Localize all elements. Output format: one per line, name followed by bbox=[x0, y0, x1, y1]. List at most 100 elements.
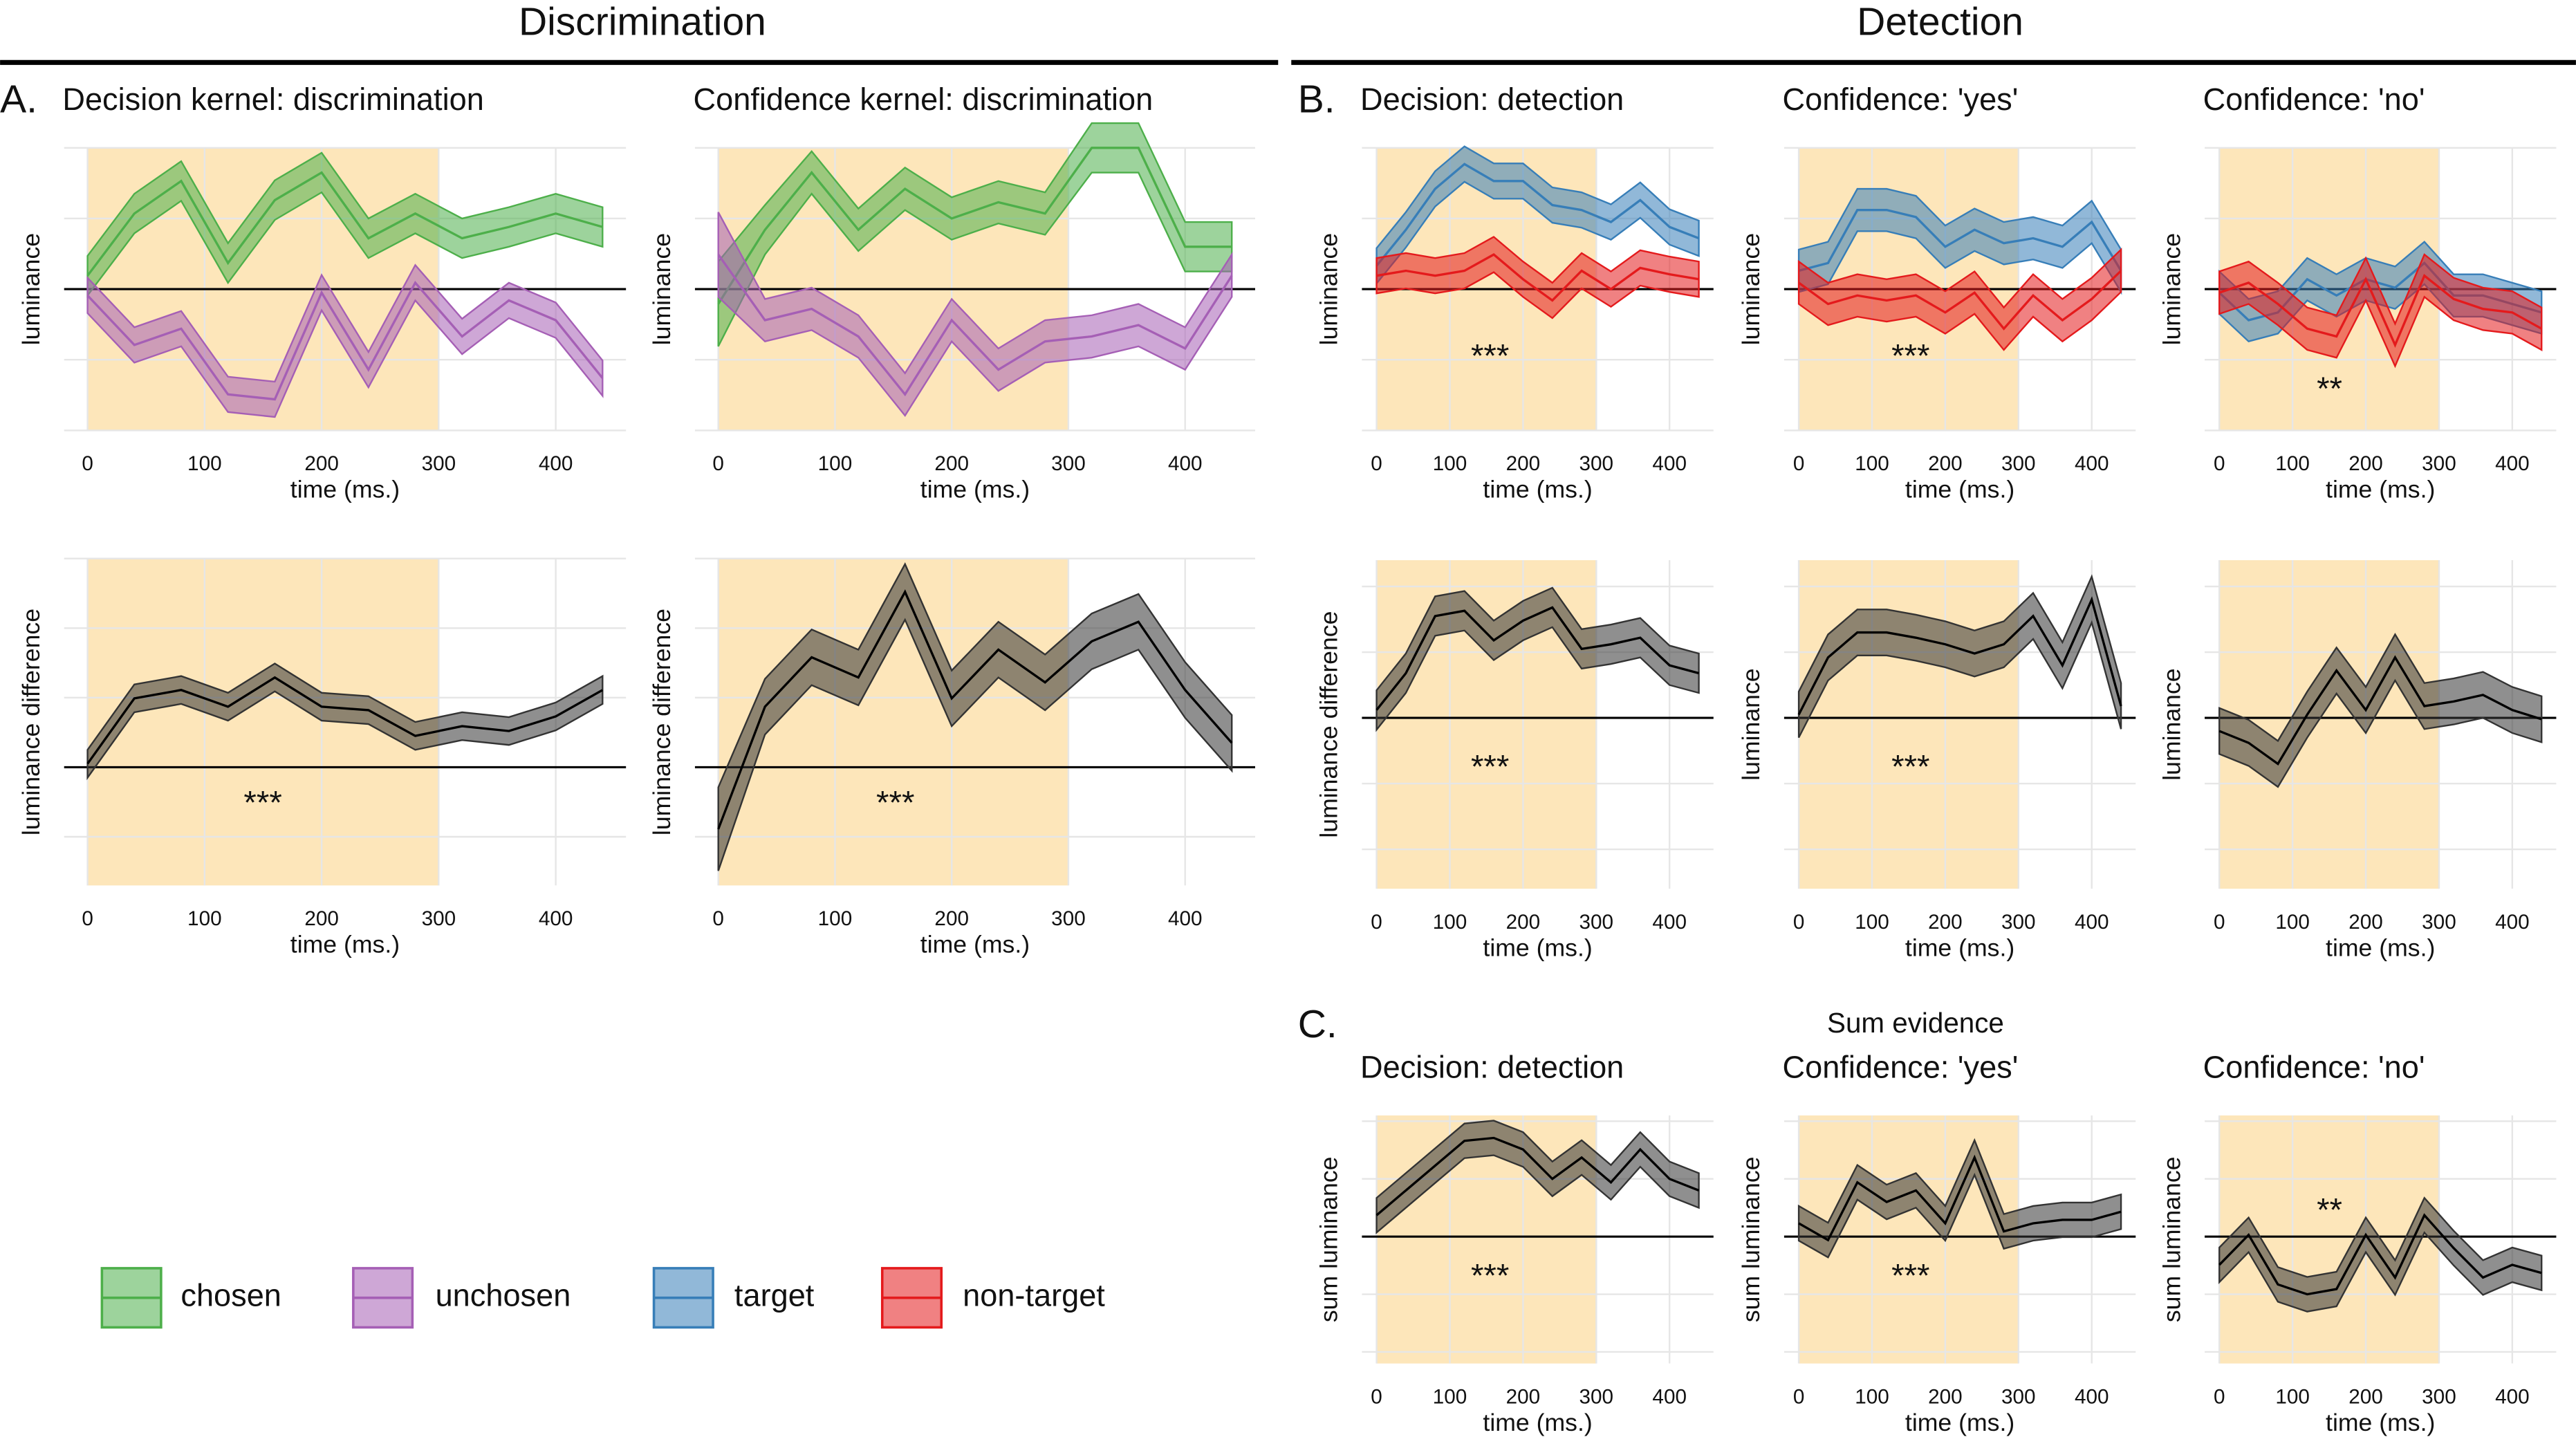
x-tick-label: 300 bbox=[422, 452, 456, 475]
x-tick-label: 400 bbox=[1168, 452, 1203, 475]
panel: 0 100 200 300 400 time (ms.) luminance Confiden… bbox=[648, 82, 1255, 503]
x-axis-label: time (ms.) bbox=[1483, 476, 1592, 503]
error-band bbox=[86, 662, 604, 781]
x-tick-label: 100 bbox=[1855, 452, 1889, 475]
series-line bbox=[86, 676, 604, 765]
y-axis-label: luminance bbox=[1315, 233, 1343, 345]
series-line bbox=[1798, 209, 2122, 272]
x-tick-label: 200 bbox=[1928, 911, 1963, 934]
x-tick-label: 0 bbox=[1371, 452, 1382, 475]
x-tick-label: 100 bbox=[818, 452, 853, 475]
x-axis-label: time (ms.) bbox=[2326, 1409, 2435, 1436]
x-tick-label: 400 bbox=[1168, 907, 1203, 930]
x-tick-label: 0 bbox=[1793, 1385, 1805, 1408]
y-axis-label: luminance bbox=[2158, 668, 2185, 780]
panel-letter: A. bbox=[0, 77, 37, 121]
series-line bbox=[2218, 655, 2542, 766]
x-tick-label: 200 bbox=[1928, 1385, 1963, 1408]
series-line bbox=[86, 171, 603, 277]
x-tick-label: 0 bbox=[82, 907, 93, 930]
x-tick-label: 400 bbox=[2495, 452, 2530, 475]
panel-letter: C. bbox=[1298, 1002, 1337, 1046]
error-band bbox=[717, 562, 1233, 871]
x-tick-label: 300 bbox=[1579, 452, 1614, 475]
x-tick-label: 0 bbox=[712, 452, 724, 475]
panel: 0 100 200 300 400 time (ms.) luminance differe… bbox=[648, 557, 1255, 958]
x-tick-label: 200 bbox=[304, 452, 339, 475]
series-line bbox=[1375, 163, 1700, 267]
x-tick-label: 100 bbox=[2275, 452, 2310, 475]
panel-letter: B. bbox=[1298, 77, 1335, 121]
x-axis-label: time (ms.) bbox=[290, 476, 400, 503]
series-line bbox=[1798, 270, 2122, 331]
x-tick-label: 100 bbox=[1855, 911, 1889, 934]
x-tick-label: 100 bbox=[187, 907, 222, 930]
x-tick-label: 0 bbox=[2214, 452, 2225, 475]
x-tick-label: 300 bbox=[2422, 911, 2456, 934]
error-band bbox=[1797, 574, 2122, 739]
x-tick-label: 100 bbox=[1433, 452, 1467, 475]
highlight-region bbox=[1799, 560, 2019, 889]
x-axis-label: time (ms.) bbox=[1483, 934, 1592, 961]
panel-title: Decision kernel: discrimination bbox=[62, 82, 483, 117]
panel: 0 100 200 300 400 time (ms.) sum luminance Conf… bbox=[2158, 1049, 2557, 1436]
y-axis-label: luminance bbox=[648, 233, 676, 345]
x-tick-label: 0 bbox=[2214, 1385, 2225, 1408]
x-tick-label: 200 bbox=[1506, 1385, 1541, 1408]
x-axis-label: time (ms.) bbox=[290, 931, 400, 958]
x-tick-label: 400 bbox=[1652, 911, 1687, 934]
x-tick-label: 100 bbox=[818, 907, 853, 930]
x-tick-label: 300 bbox=[1051, 907, 1086, 930]
y-axis-label: sum luminance bbox=[2158, 1157, 2185, 1323]
x-tick-label: 200 bbox=[2348, 911, 2383, 934]
x-tick-label: 300 bbox=[1579, 911, 1614, 934]
panel: 0 100 200 300 400 time (ms.) luminance Confiden… bbox=[1737, 82, 2136, 503]
error-band bbox=[1797, 248, 2122, 351]
panel-title: Decision: detection bbox=[1360, 82, 1624, 117]
x-tick-label: 100 bbox=[2275, 911, 2310, 934]
x-tick-label: 300 bbox=[1051, 452, 1086, 475]
series-line bbox=[717, 147, 1232, 305]
panel-title: Confidence: 'no' bbox=[2203, 82, 2425, 117]
x-tick-label: 300 bbox=[2001, 1385, 2036, 1408]
x-axis-label: time (ms.) bbox=[920, 931, 1030, 958]
error-band bbox=[1797, 1138, 2122, 1259]
x-tick-label: 100 bbox=[1433, 1385, 1467, 1408]
x-axis-label: time (ms.) bbox=[1905, 1409, 2014, 1436]
x-tick-label: 400 bbox=[539, 907, 573, 930]
legend-label: target bbox=[734, 1278, 815, 1313]
y-axis-label: luminance bbox=[17, 233, 45, 345]
x-tick-label: 200 bbox=[1506, 452, 1541, 475]
x-tick-label: 0 bbox=[82, 452, 93, 475]
x-tick-label: 400 bbox=[2075, 452, 2109, 475]
x-tick-label: 400 bbox=[2495, 911, 2530, 934]
section-title: Detection bbox=[1857, 0, 2023, 44]
panel-title: Confidence kernel: discrimination bbox=[694, 82, 1153, 117]
x-tick-label: 300 bbox=[1579, 1385, 1614, 1408]
series-line bbox=[1797, 596, 2122, 716]
significance: *** bbox=[1471, 337, 1509, 374]
series-line bbox=[86, 280, 604, 401]
y-axis-label: luminance bbox=[1737, 668, 1765, 780]
x-tick-label: 300 bbox=[2001, 911, 2036, 934]
y-axis-label: luminance difference bbox=[17, 609, 45, 835]
group-title: Sum evidence bbox=[1827, 1007, 2004, 1039]
series-line bbox=[2218, 274, 2543, 348]
x-tick-label: 200 bbox=[934, 452, 969, 475]
x-tick-label: 400 bbox=[1652, 1385, 1687, 1408]
panel-title: Decision: detection bbox=[1360, 1049, 1624, 1084]
x-tick-label: 0 bbox=[2214, 911, 2225, 934]
significance: *** bbox=[1891, 337, 1929, 374]
x-tick-label: 0 bbox=[712, 907, 724, 930]
x-tick-label: 400 bbox=[2075, 911, 2109, 934]
series-line bbox=[1375, 606, 1700, 711]
significance: *** bbox=[876, 785, 914, 822]
error-band bbox=[1375, 236, 1700, 319]
panel: 0 100 200 300 400 time (ms.) sum luminance Conf… bbox=[1737, 1049, 2136, 1436]
x-axis-label: time (ms.) bbox=[1905, 934, 2014, 961]
x-tick-label: 100 bbox=[187, 452, 222, 475]
x-axis-label: time (ms.) bbox=[1905, 476, 2014, 503]
significance: *** bbox=[1471, 748, 1509, 785]
